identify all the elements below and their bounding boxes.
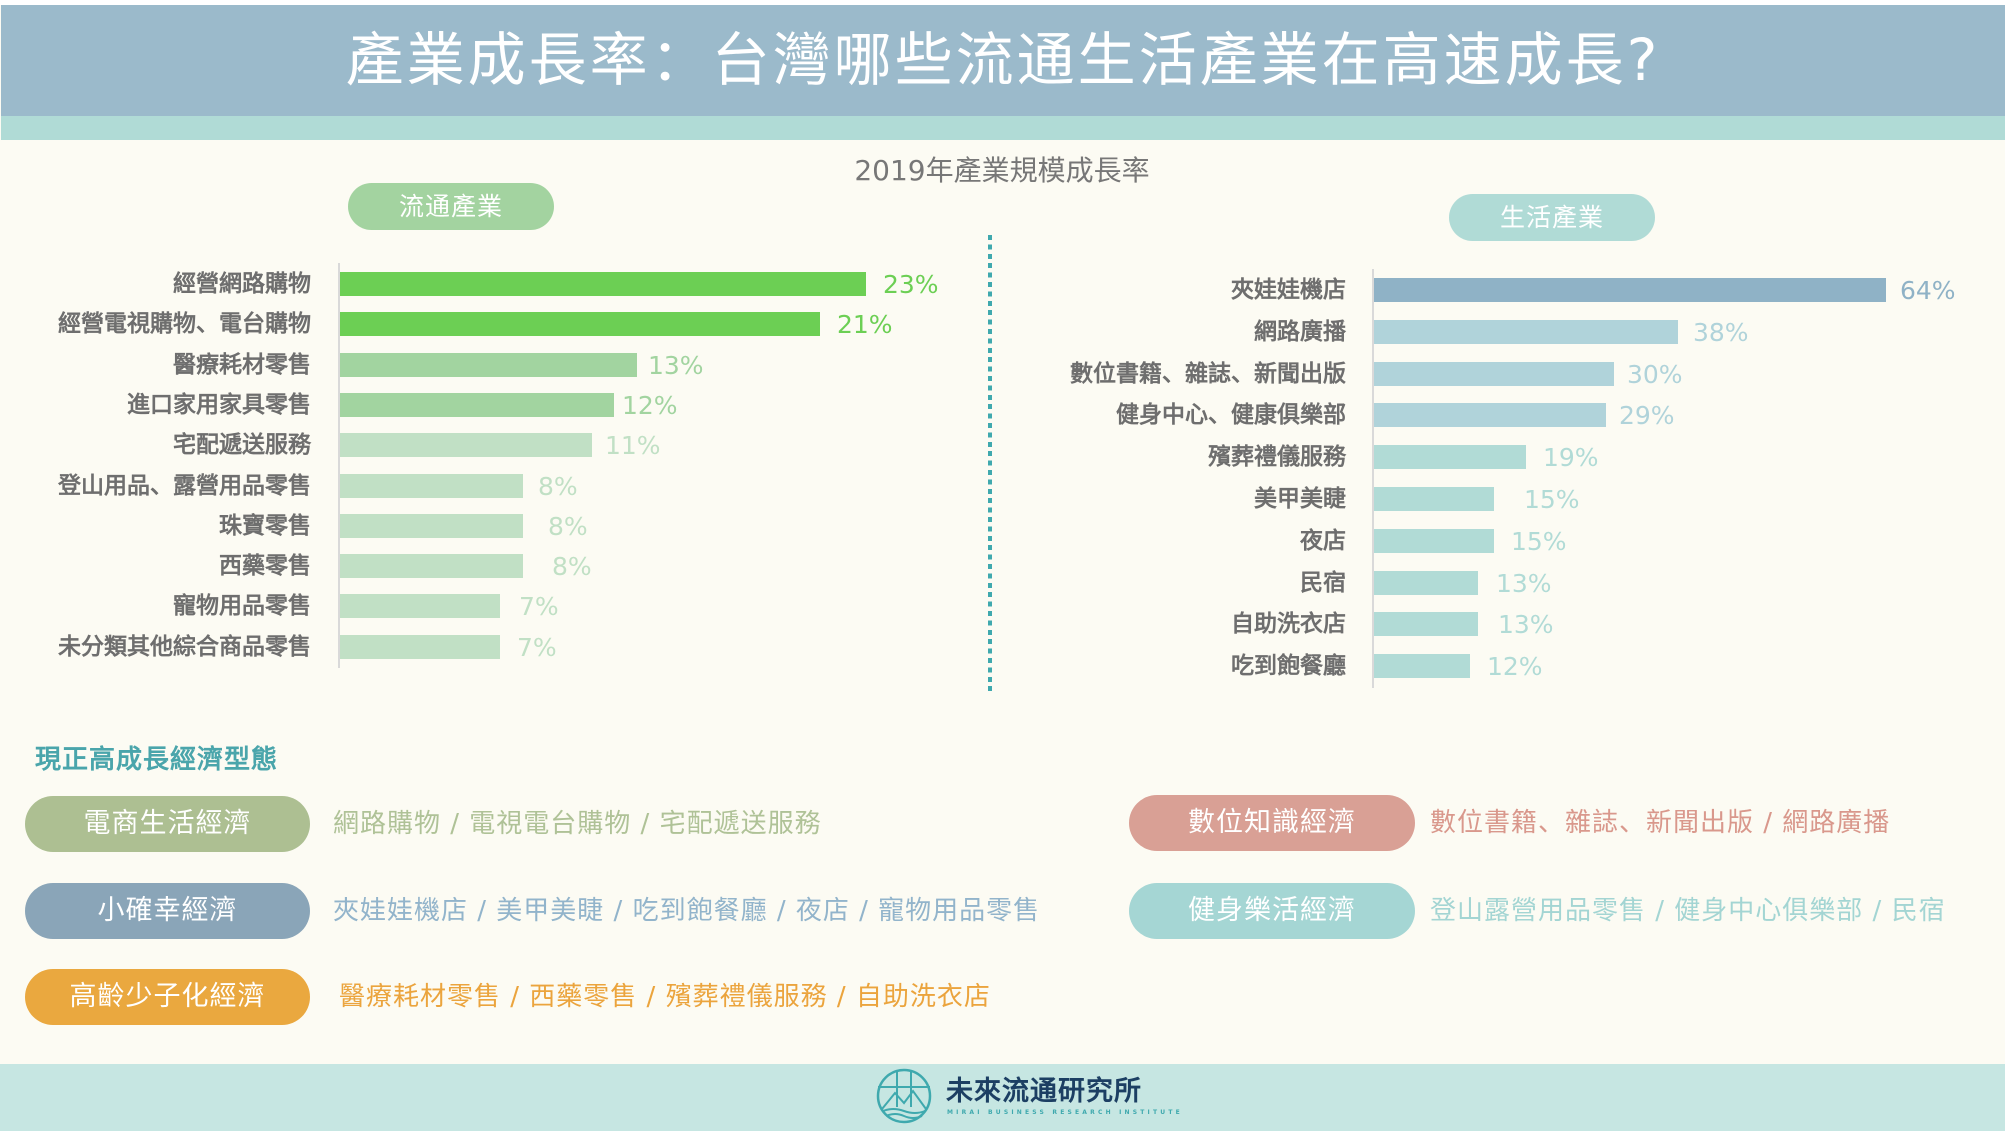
left-value-label: 11% bbox=[605, 431, 661, 460]
right-category-label: 美甲美睫 bbox=[1254, 486, 1346, 512]
right-value-label: 13% bbox=[1498, 610, 1554, 639]
banner-strip bbox=[1, 116, 2005, 140]
footer bbox=[0, 1064, 2005, 1131]
right-value-label: 38% bbox=[1693, 318, 1749, 347]
right-bar bbox=[1374, 529, 1494, 553]
right-category-label: 民宿 bbox=[1300, 570, 1346, 596]
left-bar bbox=[340, 272, 866, 296]
economy-type-examples: 數位書籍、雜誌、新聞出版 / 網路廣播 bbox=[1430, 808, 1891, 838]
right-bar bbox=[1374, 320, 1678, 344]
left-bar bbox=[340, 393, 614, 417]
right-value-label: 30% bbox=[1627, 360, 1683, 389]
left-value-label: 12% bbox=[622, 391, 678, 420]
top-edge bbox=[0, 0, 2005, 5]
left-category-label: 登山用品、露營用品零售 bbox=[58, 473, 311, 499]
economy-type-examples: 夾娃娃機店 / 美甲美睫 / 吃到飽餐廳 / 夜店 / 寵物用品零售 bbox=[333, 896, 1041, 926]
economy-type-pill: 高齡少子化經濟 bbox=[25, 969, 310, 1025]
distribution-industry-pill: 流通產業 bbox=[348, 183, 554, 230]
right-category-label: 夜店 bbox=[1300, 528, 1346, 554]
left-bar bbox=[340, 594, 500, 618]
left-category-label: 珠寶零售 bbox=[219, 513, 311, 539]
right-category-label: 網路廣播 bbox=[1254, 319, 1346, 345]
left-bar bbox=[340, 474, 523, 498]
right-value-label: 64% bbox=[1900, 276, 1956, 305]
left-bar bbox=[340, 514, 523, 538]
economy-type-examples: 登山露營用品零售 / 健身中心俱樂部 / 民宿 bbox=[1430, 896, 1946, 926]
chart-title: 2019年產業規模成長率 bbox=[854, 154, 1150, 187]
left-bar bbox=[340, 433, 592, 457]
dotted-divider bbox=[988, 235, 992, 691]
org-name: 未來流通研究所 bbox=[946, 1076, 1142, 1107]
left-value-label: 21% bbox=[837, 310, 893, 339]
left-value-label: 23% bbox=[883, 270, 939, 299]
right-bar bbox=[1374, 571, 1478, 595]
mountain-wave-circle-logo-icon bbox=[876, 1068, 932, 1124]
right-bar bbox=[1374, 362, 1614, 386]
left-category-label: 未分類其他綜合商品零售 bbox=[58, 634, 311, 660]
right-bar bbox=[1374, 278, 1886, 302]
left-bar bbox=[340, 353, 637, 377]
right-bar bbox=[1374, 612, 1478, 636]
economy-type-pill: 小確幸經濟 bbox=[25, 883, 310, 939]
left-category-label: 進口家用家具零售 bbox=[127, 392, 311, 418]
right-bar bbox=[1374, 654, 1470, 678]
left-value-label: 13% bbox=[648, 351, 704, 380]
economy-type-pill: 健身樂活經濟 bbox=[1129, 883, 1415, 939]
left-bar bbox=[340, 554, 523, 578]
economy-type-examples: 醫療耗材零售 / 西藥零售 / 殯葬禮儀服務 / 自助洗衣店 bbox=[339, 982, 991, 1012]
left-bar bbox=[340, 635, 500, 659]
left-category-label: 宅配遞送服務 bbox=[173, 432, 311, 458]
left-chart-axis bbox=[338, 263, 340, 668]
economy-type-pill: 數位知識經濟 bbox=[1129, 795, 1415, 851]
right-bar bbox=[1374, 403, 1606, 427]
org-subtitle: MIRAI BUSINESS RESEARCH INSTITUTE bbox=[947, 1109, 1183, 1116]
economy-type-examples: 網路購物 / 電視電台購物 / 宅配遞送服務 bbox=[333, 809, 822, 839]
right-category-label: 數位書籍、雜誌、新聞出版 bbox=[1070, 361, 1346, 387]
right-category-label: 健身中心、健康俱樂部 bbox=[1116, 402, 1346, 428]
left-value-label: 8% bbox=[552, 552, 592, 581]
right-value-label: 15% bbox=[1511, 527, 1567, 556]
right-value-label: 15% bbox=[1524, 485, 1580, 514]
right-bar bbox=[1374, 445, 1526, 469]
left-bar bbox=[340, 312, 820, 336]
economy-section-title: 現正高成長經濟型態 bbox=[35, 745, 279, 775]
title-banner: 產業成長率：台灣哪些流通生活產業在高速成長? bbox=[1, 5, 2005, 116]
left-category-label: 經營電視購物、電台購物 bbox=[58, 311, 311, 337]
right-chart-axis bbox=[1372, 269, 1374, 688]
left-value-label: 7% bbox=[519, 592, 559, 621]
right-value-label: 12% bbox=[1487, 652, 1543, 681]
lifestyle-industry-pill: 生活產業 bbox=[1449, 194, 1655, 241]
left-category-label: 經營網路購物 bbox=[173, 271, 311, 297]
right-category-label: 殯葬禮儀服務 bbox=[1208, 444, 1346, 470]
economy-type-pill: 電商生活經濟 bbox=[25, 796, 310, 852]
left-value-label: 8% bbox=[538, 472, 578, 501]
left-value-label: 8% bbox=[548, 512, 588, 541]
right-value-label: 13% bbox=[1496, 569, 1552, 598]
right-category-label: 自助洗衣店 bbox=[1231, 611, 1346, 637]
right-bar bbox=[1374, 487, 1494, 511]
page-title: 產業成長率：台灣哪些流通生活產業在高速成長? bbox=[345, 26, 1661, 94]
left-category-label: 醫療耗材零售 bbox=[173, 352, 311, 378]
left-category-label: 西藥零售 bbox=[219, 553, 311, 579]
right-category-label: 吃到飽餐廳 bbox=[1231, 653, 1346, 679]
left-category-label: 寵物用品零售 bbox=[173, 593, 311, 619]
right-value-label: 19% bbox=[1543, 443, 1599, 472]
right-value-label: 29% bbox=[1619, 401, 1675, 430]
left-value-label: 7% bbox=[517, 633, 557, 662]
right-category-label: 夾娃娃機店 bbox=[1231, 277, 1346, 303]
